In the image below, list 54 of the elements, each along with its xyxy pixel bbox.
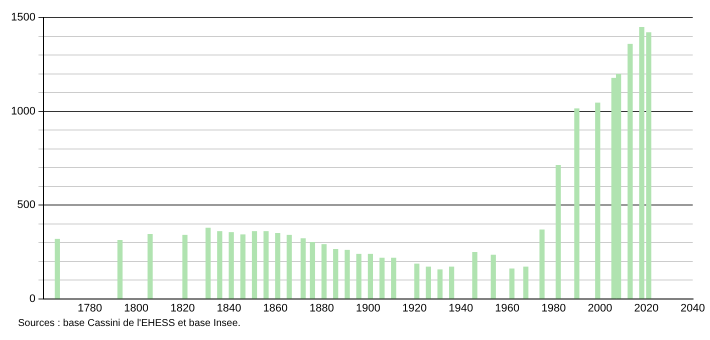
y-tick-label: 0	[29, 292, 36, 305]
x-tick-label: 2040	[680, 302, 706, 314]
bar	[206, 228, 211, 299]
bar	[472, 252, 478, 299]
bar	[300, 238, 306, 299]
x-tick-label: 2020	[634, 302, 659, 314]
bar	[54, 238, 60, 299]
bar	[539, 229, 545, 299]
bar	[333, 248, 338, 299]
bar	[391, 258, 396, 299]
bar	[628, 44, 633, 299]
x-tick-label: 1980	[541, 302, 566, 314]
bar	[228, 232, 234, 299]
bar	[426, 266, 431, 299]
y-tick-label: 1000	[10, 105, 36, 118]
x-tick-label: 1960	[495, 302, 520, 314]
x-tick-label: 1800	[124, 302, 148, 314]
bar	[616, 74, 622, 299]
bar	[556, 164, 561, 299]
bar	[523, 266, 528, 299]
bar	[595, 102, 600, 299]
bar	[321, 244, 327, 299]
bar	[286, 234, 292, 299]
bar	[117, 240, 123, 299]
bar	[310, 242, 316, 299]
bar	[368, 254, 374, 299]
y-tick-label: 500	[17, 199, 36, 212]
source-note: Sources : base Cassini de l'EHESS et base Insee.	[18, 318, 242, 329]
x-tick-label: 1820	[170, 302, 195, 314]
x-tick-label: 1860	[263, 302, 288, 314]
x-tick-label: 2000	[588, 302, 612, 314]
x-tick-label: 1880	[309, 302, 334, 314]
bar	[217, 231, 222, 299]
x-tick-label: 1940	[448, 302, 474, 314]
x-tick-label: 1900	[356, 302, 380, 314]
bar	[414, 264, 420, 299]
bar	[490, 254, 496, 299]
bar	[509, 268, 514, 299]
bar	[148, 234, 153, 299]
bar	[240, 234, 246, 299]
y-tick-label: 1500	[10, 12, 36, 24]
bar	[379, 258, 385, 299]
x-tick-label: 1840	[216, 302, 242, 314]
bar	[356, 254, 362, 299]
bar	[449, 266, 454, 299]
bar	[275, 233, 280, 299]
x-tick-label: 1780	[78, 302, 102, 314]
bar	[264, 231, 269, 299]
bar	[437, 269, 443, 299]
x-tick-label: 1920	[402, 302, 427, 314]
bar	[182, 234, 188, 299]
bar	[574, 108, 580, 299]
bar	[252, 231, 258, 299]
bar	[344, 250, 350, 299]
